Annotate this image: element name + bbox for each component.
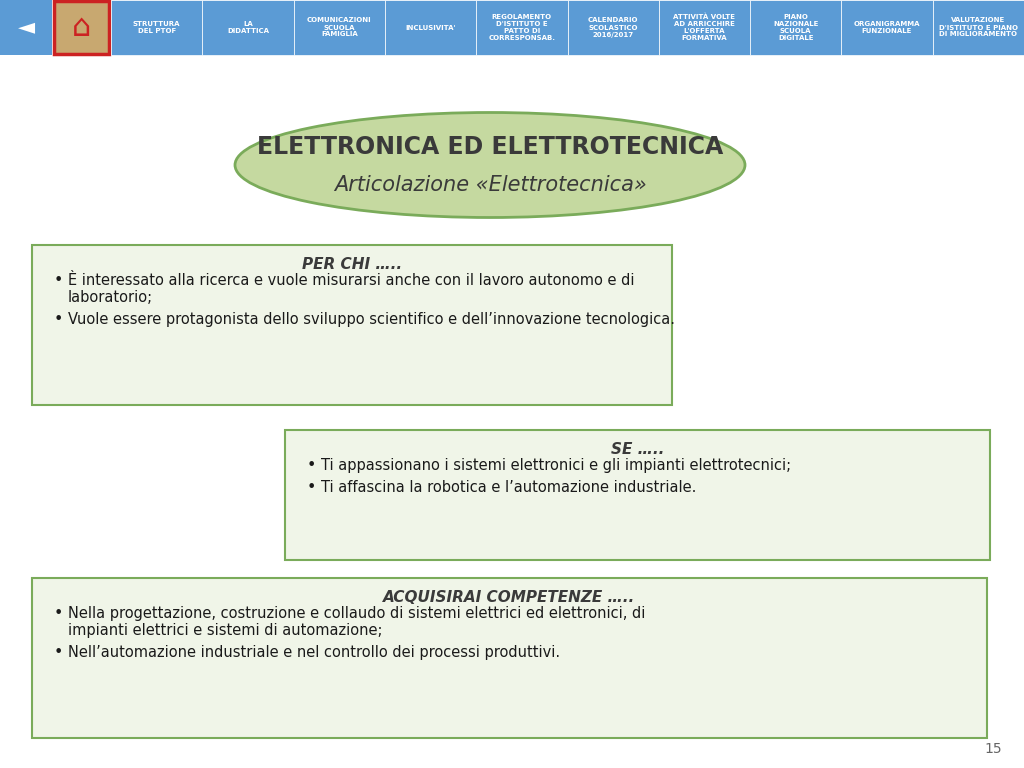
Bar — [385, 0, 476, 55]
Text: PIANO
NAZIONALE
SCUOLA
DIGITALE: PIANO NAZIONALE SCUOLA DIGITALE — [773, 14, 818, 41]
Bar — [933, 0, 1024, 55]
Bar — [751, 0, 842, 55]
Ellipse shape — [234, 112, 745, 217]
Text: 15: 15 — [984, 742, 1002, 756]
Text: ATTIVITÀ VOLTE
AD ARRICCHIRE
L'OFFERTA
FORMATIVA: ATTIVITÀ VOLTE AD ARRICCHIRE L'OFFERTA F… — [674, 14, 735, 41]
Text: ELETTRONICA ED ELETTROTECNICA: ELETTRONICA ED ELETTROTECNICA — [257, 135, 723, 159]
Text: È interessato alla ricerca e vuole misurarsi anche con il lavoro autonomo e di: È interessato alla ricerca e vuole misur… — [68, 273, 635, 288]
Text: PER CHI …..: PER CHI ….. — [302, 257, 402, 272]
Bar — [476, 0, 567, 55]
Text: LA
DIDATTICA: LA DIDATTICA — [227, 21, 269, 34]
Bar — [285, 430, 990, 560]
Text: Articolazione «Elettrotecnica»: Articolazione «Elettrotecnica» — [334, 175, 646, 195]
Text: Ti appassionano i sistemi elettronici e gli impianti elettrotecnici;: Ti appassionano i sistemi elettronici e … — [321, 458, 792, 473]
Text: •: • — [54, 312, 63, 327]
Text: ACQUISIRAI COMPETENZE …..: ACQUISIRAI COMPETENZE ….. — [383, 590, 636, 605]
Text: Nell’automazione industriale e nel controllo dei processi produttivi.: Nell’automazione industriale e nel contr… — [68, 645, 560, 660]
Bar — [567, 0, 658, 55]
Bar — [294, 0, 385, 55]
Bar — [32, 245, 672, 405]
Text: •: • — [307, 480, 316, 495]
Bar — [0, 0, 52, 55]
Text: SE …..: SE ….. — [610, 442, 665, 457]
Text: Ti affascina la robotica e l’automazione industriale.: Ti affascina la robotica e l’automazione… — [321, 480, 696, 495]
Text: VALUTAZIONE
D'ISTITUTO E PIANO
DI MIGLIORAMENTO: VALUTAZIONE D'ISTITUTO E PIANO DI MIGLIO… — [939, 18, 1018, 38]
Text: STRUTTURA
DEL PTOF: STRUTTURA DEL PTOF — [133, 21, 180, 34]
Text: •: • — [307, 458, 316, 473]
Text: COMUNICAZIONI
SCUOLA
FAMIGLIA: COMUNICAZIONI SCUOLA FAMIGLIA — [307, 18, 372, 38]
Text: INCLUSIVITA': INCLUSIVITA' — [406, 25, 456, 31]
Bar — [32, 578, 987, 738]
Text: •: • — [54, 645, 63, 660]
Text: impianti elettrici e sistemi di automazione;: impianti elettrici e sistemi di automazi… — [68, 623, 383, 638]
Bar — [842, 0, 933, 55]
Text: ◄: ◄ — [17, 18, 35, 38]
Text: ⌂: ⌂ — [72, 13, 91, 42]
Text: REGOLAMENTO
D'ISTITUTO E
PATTO DI
CORRESPONSAB.: REGOLAMENTO D'ISTITUTO E PATTO DI CORRES… — [488, 14, 555, 41]
Text: CALENDARIO
SCOLASTICO
2016/2017: CALENDARIO SCOLASTICO 2016/2017 — [588, 18, 638, 38]
Text: Nella progettazione, costruzione e collaudo di sistemi elettrici ed elettronici,: Nella progettazione, costruzione e colla… — [68, 606, 645, 621]
Text: ORGANIGRAMMA
FUNZIONALE: ORGANIGRAMMA FUNZIONALE — [854, 21, 921, 34]
Text: •: • — [54, 273, 63, 288]
Text: laboratorio;: laboratorio; — [68, 290, 154, 305]
Text: Vuole essere protagonista dello sviluppo scientifico e dell’innovazione tecnolog: Vuole essere protagonista dello sviluppo… — [68, 312, 675, 327]
Bar — [658, 0, 751, 55]
Bar — [203, 0, 294, 55]
Bar — [54, 1, 109, 54]
Bar — [111, 0, 203, 55]
Text: •: • — [54, 606, 63, 621]
